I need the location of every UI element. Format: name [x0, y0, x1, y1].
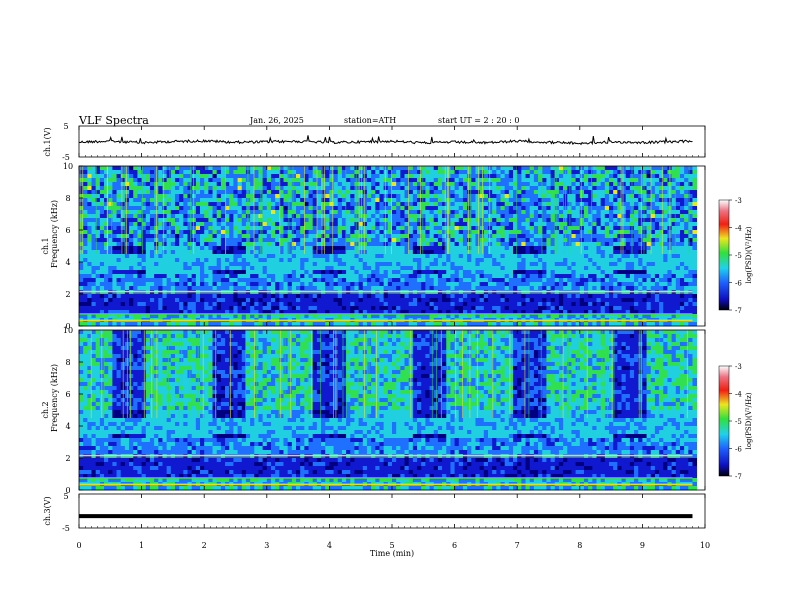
ch3-ylabel: ch.3(V) — [43, 496, 52, 525]
station-label: station=ATH — [344, 116, 396, 125]
colorbar-tick-label: -6 — [735, 446, 742, 454]
ch1-spec-ylabel-channel: ch.1 — [41, 237, 50, 254]
ch2-spec-ylabel: Frequency (kHz) — [50, 364, 59, 432]
x-tick-label: 0 — [76, 541, 81, 550]
x-tick-label: 1 — [139, 541, 144, 550]
colorbar-tick-label: -4 — [735, 391, 742, 399]
ch1-spectrogram-panel: 10 8 6 4 2 0 ch.1 Frequency (kHz) — [41, 162, 706, 331]
spec-ytick-label: 0 — [65, 322, 70, 331]
spec-ytick-label: 4 — [65, 422, 70, 431]
start-time-label: start UT = 2 : 20 : 0 — [438, 116, 519, 125]
ch2-colorbar-gradient — [718, 365, 730, 477]
ch1-ytick-top: 5 — [63, 122, 68, 131]
colorbar-tick-label: -7 — [735, 307, 742, 315]
x-tick-label: 4 — [327, 541, 332, 550]
x-axis-label: Time (min) — [370, 549, 414, 558]
x-tick-label: 2 — [202, 541, 207, 550]
x-tick-label: 5 — [389, 541, 394, 550]
ch2-colorbar: -3 -4 -5 -6 -7 log(PSD)(V²/Hz) — [718, 363, 753, 481]
figure-title: VLF Spectra — [78, 114, 149, 127]
ch1-spectrogram-image — [79, 166, 698, 327]
colorbar-tick-label: -3 — [735, 197, 742, 205]
ch1-ylabel: ch.1(V) — [43, 127, 52, 156]
ch2-spectrogram-panel: 10 8 6 4 2 0 ch.2 Frequency (kHz) — [41, 326, 706, 495]
ch1-ytick-bottom: -5 — [62, 153, 70, 162]
colorbar-tick-label: -7 — [735, 473, 742, 481]
spec-ytick-label: 8 — [65, 358, 70, 367]
ch3-waveform-frame — [78, 493, 706, 529]
spec-ytick-label: 6 — [65, 390, 70, 399]
colorbar-tick-label: -4 — [735, 225, 742, 233]
x-axis: 0 1 2 3 4 5 6 7 8 9 10 — [76, 126, 710, 550]
spec-ytick-label: 8 — [65, 194, 70, 203]
ch1-waveform-panel: 5 -5 ch.1(V) — [43, 122, 706, 162]
x-tick-label: 9 — [640, 541, 645, 550]
ch1-colorbar-gradient — [718, 199, 730, 311]
ch1-waveform-line — [78, 135, 693, 146]
x-tick-label: 10 — [700, 541, 710, 550]
spec-ytick-label: 4 — [65, 258, 70, 267]
spec-ytick-label: 2 — [65, 454, 70, 463]
ch1-colorbar: -3 -4 -5 -6 -7 log(PSD)(V²/Hz) — [718, 197, 753, 315]
spec-ytick-label: 6 — [65, 226, 70, 235]
date-label: Jan. 26, 2025 — [249, 116, 304, 125]
colorbar-tick-label: -6 — [735, 280, 742, 288]
ch2-spectrogram-image — [79, 330, 698, 491]
x-tick-label: 6 — [452, 541, 457, 550]
ch1-colorbar-label: log(PSD)(V²/Hz) — [745, 226, 753, 283]
ch2-colorbar-label: log(PSD)(V²/Hz) — [745, 392, 753, 449]
x-tick-label: 7 — [515, 541, 520, 550]
ch3-ytick-top: 5 — [63, 492, 68, 501]
spec-ytick-label: 10 — [63, 162, 73, 171]
ch2-spec-ylabel-channel: ch.2 — [41, 401, 50, 418]
ch3-waveform-panel: 5 -5 ch.3(V) — [43, 492, 706, 533]
spec-ytick-label: 10 — [63, 326, 73, 335]
x-tick-label: 8 — [577, 541, 582, 550]
spec-ytick-label: 2 — [65, 290, 70, 299]
ch1-spec-ylabel: Frequency (kHz) — [50, 200, 59, 268]
colorbar-tick-label: -5 — [735, 418, 742, 426]
spec-ytick-label: 0 — [65, 486, 70, 495]
ch3-ytick-bottom: -5 — [62, 524, 70, 533]
colorbar-tick-label: -3 — [735, 363, 742, 371]
colorbar-tick-label: -5 — [735, 252, 742, 260]
x-tick-label: 3 — [264, 541, 269, 550]
